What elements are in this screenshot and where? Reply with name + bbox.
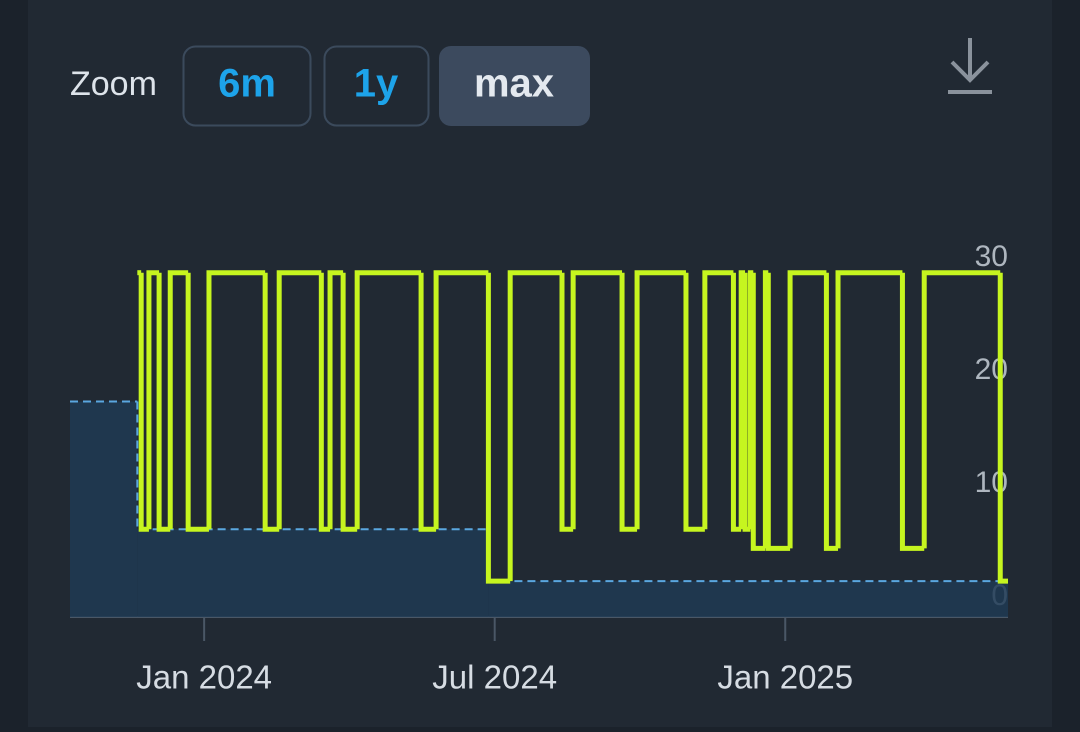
zoom-button[interactable]: 6m (182, 45, 312, 127)
zoom-button[interactable]: 1y (323, 45, 430, 127)
step-segment (750, 272, 766, 551)
step-segment (340, 272, 358, 532)
step-segment (619, 272, 638, 532)
step-segment (156, 272, 171, 532)
step-segment (823, 272, 839, 551)
step-segment (167, 270, 189, 530)
button-label: max (474, 62, 554, 106)
button-frame (182, 45, 312, 127)
step-segment (262, 272, 280, 532)
step-segment (507, 270, 563, 582)
step-segment (997, 272, 1008, 584)
area-segment (70, 401, 138, 617)
step-segment (765, 272, 791, 551)
step-segment (318, 272, 331, 532)
step-segment (433, 270, 489, 530)
step-segment (702, 270, 734, 530)
step-segment (185, 272, 209, 532)
step-segment (206, 270, 266, 530)
zoom-label: Zoom (70, 65, 157, 103)
step-segment (136, 401, 489, 531)
step-segment (146, 270, 160, 530)
step-segment (835, 270, 903, 549)
step-segment (138, 272, 149, 532)
download-button[interactable] (948, 38, 992, 94)
step-segment (730, 272, 742, 532)
step-segment (327, 270, 344, 530)
button-label: 6m (218, 62, 276, 106)
y-tick-label: 10 (975, 466, 1008, 499)
button-label: 1y (354, 62, 399, 106)
zoom-button[interactable]: max (439, 46, 590, 126)
step-segment (570, 270, 623, 530)
step-segment (899, 272, 925, 551)
step-segment (485, 272, 511, 584)
y-tick-label: 20 (975, 353, 1008, 386)
download-icon (948, 38, 992, 94)
button-frame (439, 46, 590, 126)
x-tick-label: Jan 2025 (717, 659, 853, 696)
step-segment (418, 272, 437, 532)
x-tick-label: Jan 2024 (136, 659, 272, 696)
step-segment (683, 272, 705, 532)
step-segment (354, 270, 422, 530)
y-tick-label: 30 (975, 240, 1008, 273)
step-segment (787, 270, 827, 549)
step-segment (559, 272, 574, 532)
x-tick-label: Jul 2024 (432, 659, 557, 696)
step-segment (634, 270, 686, 530)
button-frame (323, 45, 430, 127)
area-segment (137, 529, 489, 617)
step-segment (921, 270, 1001, 549)
step-segment (276, 270, 322, 530)
area-segment (488, 581, 1008, 617)
